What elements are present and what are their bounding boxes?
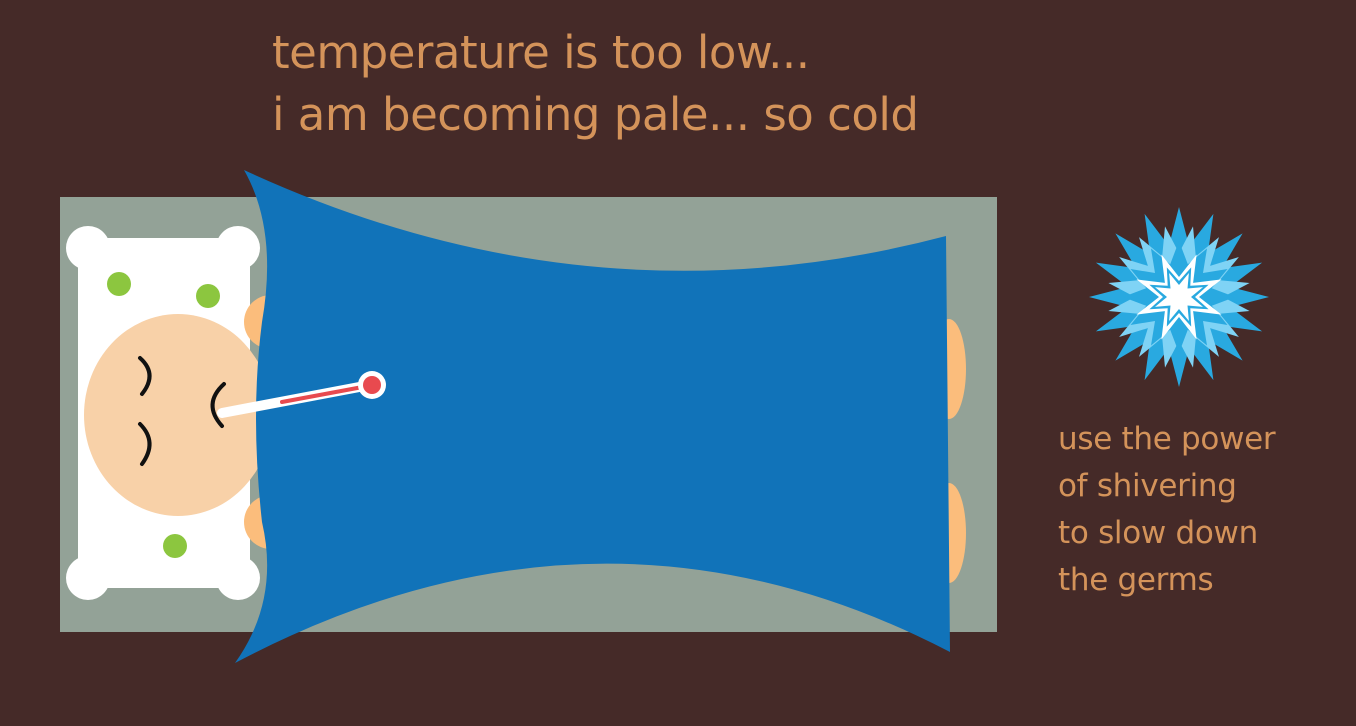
thermometer xyxy=(217,371,386,418)
hint-line-3: to slow down xyxy=(1058,515,1258,551)
pillow-dot xyxy=(163,534,187,558)
pillow-dot xyxy=(107,272,131,296)
status-line-1: temperature is too low... xyxy=(272,26,810,79)
mouth xyxy=(210,382,226,428)
closed-eye-left xyxy=(138,356,152,396)
status-message: temperature is too low... i am becoming … xyxy=(272,22,919,146)
starburst-icon xyxy=(1089,207,1269,387)
hint-line-1: use the power xyxy=(1058,421,1276,457)
hint-line-2: of shivering xyxy=(1058,468,1237,504)
starburst-layer xyxy=(1155,273,1203,321)
status-line-2: i am becoming pale... so cold xyxy=(272,88,919,141)
pillow-dot xyxy=(196,284,220,308)
hint-line-4: the germs xyxy=(1058,562,1214,598)
patient-face xyxy=(84,314,272,516)
shiver-power-button[interactable] xyxy=(1088,206,1270,388)
patient-head xyxy=(84,314,272,516)
closed-eye-right xyxy=(138,422,152,466)
hint-text: use the power of shivering to slow down … xyxy=(1058,416,1276,604)
blanket xyxy=(235,170,950,663)
